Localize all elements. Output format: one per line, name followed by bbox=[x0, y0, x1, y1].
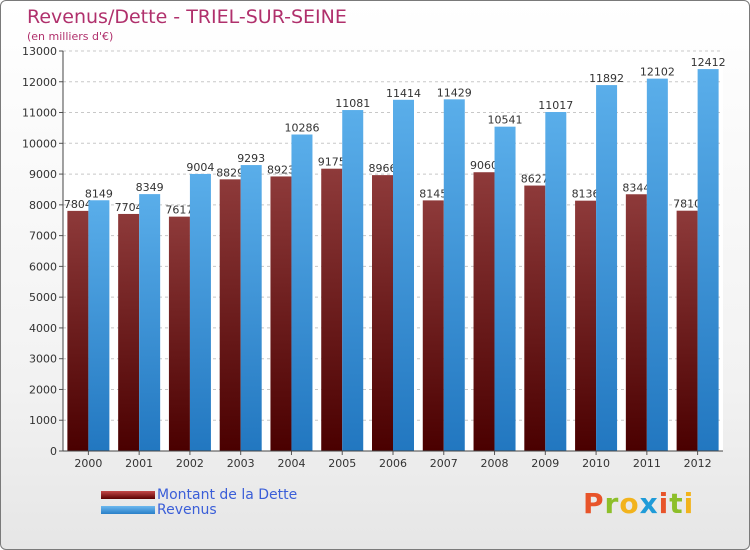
y-tick-label: 11000 bbox=[22, 107, 57, 120]
revenue-value-label-2005: 11081 bbox=[335, 97, 370, 110]
x-tick-label-2000: 2000 bbox=[74, 457, 102, 470]
x-tick-label-2012: 2012 bbox=[684, 457, 712, 470]
debt-bar-2010 bbox=[575, 200, 597, 451]
x-tick-label-2009: 2009 bbox=[531, 457, 559, 470]
revenue-value-label-2006: 11414 bbox=[386, 87, 421, 100]
revenue-value-label-2008: 10541 bbox=[488, 114, 523, 127]
debt-value-label-2007: 8145 bbox=[419, 187, 447, 200]
debt-bar-2004 bbox=[270, 176, 292, 451]
chart-title: Revenus/Dette - TRIEL-SUR-SEINE bbox=[27, 6, 347, 28]
legend-item-debt: Montant de la Dette bbox=[101, 486, 298, 503]
debt-value-label-2000: 7804 bbox=[64, 198, 92, 211]
revenue-bar-2002 bbox=[189, 173, 211, 451]
proxiti-logo: Proxiti bbox=[583, 487, 695, 520]
debt-bar-2011 bbox=[625, 194, 647, 451]
revenue-bar-2004 bbox=[291, 134, 313, 451]
debt-value-label-2002: 7617 bbox=[165, 204, 193, 217]
legend-label-debt: Montant de la Dette bbox=[157, 486, 298, 503]
revenue-value-label-2010: 11892 bbox=[589, 72, 624, 85]
revenue-bar-2009 bbox=[545, 112, 567, 451]
legend-label-revenue: Revenus bbox=[157, 501, 217, 518]
debt-value-label-2003: 8829 bbox=[216, 166, 244, 179]
chart-subtitle: (en milliers d'€) bbox=[27, 30, 114, 43]
debt-bar-2007 bbox=[422, 200, 444, 451]
y-tick-label: 2000 bbox=[29, 383, 57, 396]
x-tick-label-2004: 2004 bbox=[277, 457, 305, 470]
x-tick-label-2001: 2001 bbox=[125, 457, 153, 470]
debt-bar-2009 bbox=[524, 185, 546, 452]
revenue-bar-2006 bbox=[393, 99, 414, 452]
y-tick-label: 6000 bbox=[29, 260, 57, 273]
x-tick-label-2007: 2007 bbox=[430, 457, 458, 470]
x-tick-label-2003: 2003 bbox=[227, 457, 255, 470]
chart-legend: Montant de la Dette Revenus bbox=[101, 486, 298, 518]
revenue-value-label-2009: 11017 bbox=[538, 99, 573, 112]
y-tick-label: 7000 bbox=[29, 230, 57, 243]
x-tick-label-2006: 2006 bbox=[379, 457, 407, 470]
debt-value-label-2010: 8136 bbox=[572, 188, 600, 201]
debt-bar-2005 bbox=[321, 168, 343, 451]
revenue-value-label-2011: 12102 bbox=[640, 66, 675, 79]
revenue-bar-2007 bbox=[443, 99, 465, 451]
legend-item-revenue: Revenus bbox=[101, 501, 297, 518]
y-tick-label: 3000 bbox=[29, 353, 57, 366]
debt-bar-2001 bbox=[118, 213, 140, 451]
x-tick-label-2010: 2010 bbox=[582, 457, 610, 470]
debt-bar-2006 bbox=[372, 175, 393, 451]
debt-value-label-2006: 8966 bbox=[369, 162, 397, 175]
debt-value-label-2012: 7810 bbox=[673, 198, 701, 211]
revenue-value-label-2004: 10286 bbox=[284, 122, 319, 135]
revenue-bar-2008 bbox=[494, 126, 516, 452]
debt-bar-2000 bbox=[67, 210, 89, 451]
y-tick-label: 10000 bbox=[22, 137, 57, 150]
y-tick-label: 0 bbox=[50, 445, 57, 458]
debt-value-label-2004: 8923 bbox=[267, 163, 295, 176]
y-tick-label: 1000 bbox=[29, 414, 57, 427]
revenue-value-label-2001: 8349 bbox=[136, 181, 164, 194]
y-tick-label: 13000 bbox=[22, 45, 57, 58]
legend-swatch-debt bbox=[101, 490, 155, 499]
y-tick-label: 8000 bbox=[29, 199, 57, 212]
debt-bar-2003 bbox=[219, 179, 241, 452]
debt-value-label-2005: 9175 bbox=[318, 156, 346, 169]
y-tick-label: 5000 bbox=[29, 291, 57, 304]
revenue-value-label-2000: 8149 bbox=[85, 187, 113, 200]
debt-value-label-2008: 9060 bbox=[470, 159, 498, 172]
debt-bar-2012 bbox=[676, 210, 698, 451]
debt-value-label-2001: 7704 bbox=[115, 201, 143, 214]
revenue-value-label-2002: 9004 bbox=[186, 161, 214, 174]
debt-value-label-2009: 8627 bbox=[521, 173, 549, 186]
y-tick-label: 12000 bbox=[22, 76, 57, 89]
legend-swatch-revenue bbox=[101, 505, 155, 514]
y-tick-label: 9000 bbox=[29, 168, 57, 181]
y-tick-label: 4000 bbox=[29, 322, 57, 335]
revenue-bar-2003 bbox=[240, 165, 262, 452]
debt-bar-2002 bbox=[168, 216, 190, 451]
x-tick-label-2005: 2005 bbox=[328, 457, 356, 470]
revenue-bar-2005 bbox=[342, 110, 364, 452]
revenue-bar-2010 bbox=[596, 85, 618, 451]
revenue-bar-2000 bbox=[88, 200, 110, 451]
debt-bar-2008 bbox=[473, 172, 495, 451]
revenue-value-label-2007: 11429 bbox=[437, 86, 472, 99]
revenue-bar-2012 bbox=[697, 69, 719, 451]
x-tick-label-2011: 2011 bbox=[633, 457, 661, 470]
revenue-value-label-2003: 9293 bbox=[237, 152, 265, 165]
x-tick-label-2002: 2002 bbox=[176, 457, 204, 470]
revenue-bar-2001 bbox=[139, 194, 161, 451]
debt-value-label-2011: 8344 bbox=[622, 181, 650, 194]
revenue-value-label-2012: 12412 bbox=[691, 56, 726, 69]
x-tick-label-2008: 2008 bbox=[481, 457, 509, 470]
revenue-bar-2011 bbox=[646, 78, 668, 451]
